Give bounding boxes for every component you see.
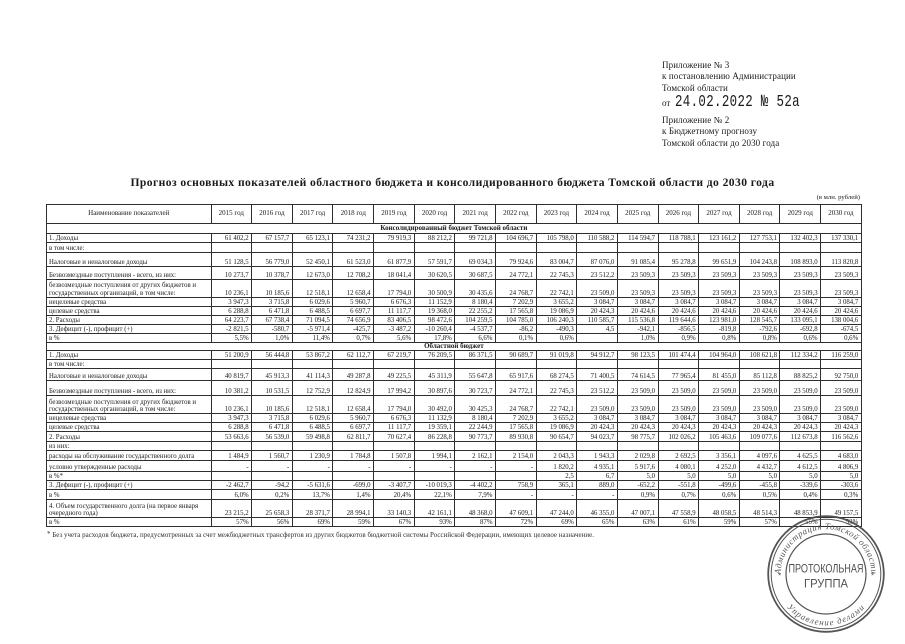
svg-text:ГРУППА: ГРУППА: [804, 576, 848, 590]
svg-text:ПРОТОКОЛЬНАЯ: ПРОТОКОЛЬНАЯ: [789, 561, 864, 575]
svg-text:*: *: [778, 571, 781, 580]
svg-text:*: *: [871, 571, 874, 580]
